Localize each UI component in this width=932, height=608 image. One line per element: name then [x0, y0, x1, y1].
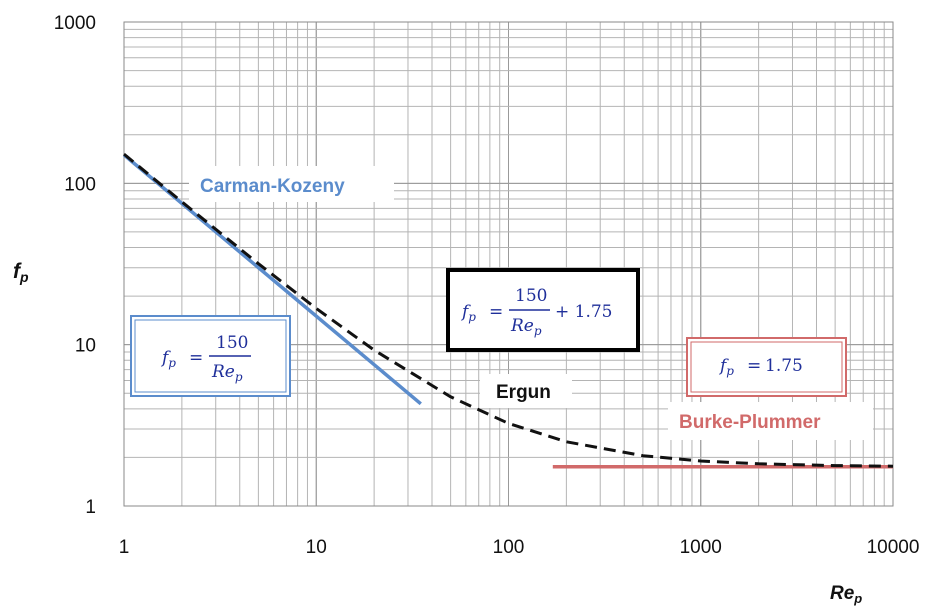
- svg-text:Rep: Rep: [510, 316, 542, 338]
- svg-text:=: =: [189, 348, 203, 368]
- svg-text:150: 150: [216, 333, 248, 353]
- x-axis-label: Rep: [830, 583, 862, 606]
- x-tick-label: 100: [493, 537, 525, 558]
- x-tick-label: 1: [119, 537, 130, 558]
- svg-text:fp: fp: [160, 348, 176, 370]
- x-tick-label: 10000: [867, 537, 920, 558]
- plot-border: [123, 21, 894, 507]
- svg-text:Ergun: Ergun: [496, 382, 551, 403]
- svg-text:fp: fp: [460, 302, 476, 324]
- ergun-equation-box: fp = 150 Rep + 1.75: [446, 268, 640, 352]
- y-tick-label: 1000: [54, 13, 96, 34]
- y-tick-label: 100: [64, 174, 96, 195]
- carman-kozeny-label: Carman-Kozeny: [189, 166, 394, 202]
- y-tick-label: 1: [85, 497, 96, 518]
- series-line-ergun: [123, 152, 894, 468]
- svg-text:1.75: 1.75: [765, 356, 803, 376]
- svg-text:Rep: Rep: [211, 362, 243, 384]
- svg-text:150: 150: [515, 286, 547, 306]
- y-tick-label: 10: [75, 336, 96, 357]
- svg-text:=: =: [489, 302, 503, 322]
- burke-plummer-label: Burke-Plummer: [668, 402, 873, 440]
- x-tick-label: 1000: [680, 537, 722, 558]
- svg-text:Carman-Kozeny: Carman-Kozeny: [200, 176, 345, 197]
- svg-text:+ 1.75: + 1.75: [555, 302, 613, 322]
- series-lines: [122, 152, 894, 469]
- ergun-label: Ergun: [480, 374, 572, 408]
- y-axis-label: fp: [13, 260, 29, 285]
- axis-ticks: 1 10 100 1000 10000 1 10 100 1000: [54, 13, 920, 558]
- x-tick-label: 10: [306, 537, 327, 558]
- burke-plummer-equation-box: fp = 1.75: [686, 337, 847, 397]
- svg-text:=: =: [747, 356, 761, 376]
- svg-text:Burke-Plummer: Burke-Plummer: [679, 412, 821, 433]
- svg-text:fp: fp: [718, 356, 734, 378]
- carman-kozeny-equation-box: fp = 150 Rep: [130, 315, 291, 397]
